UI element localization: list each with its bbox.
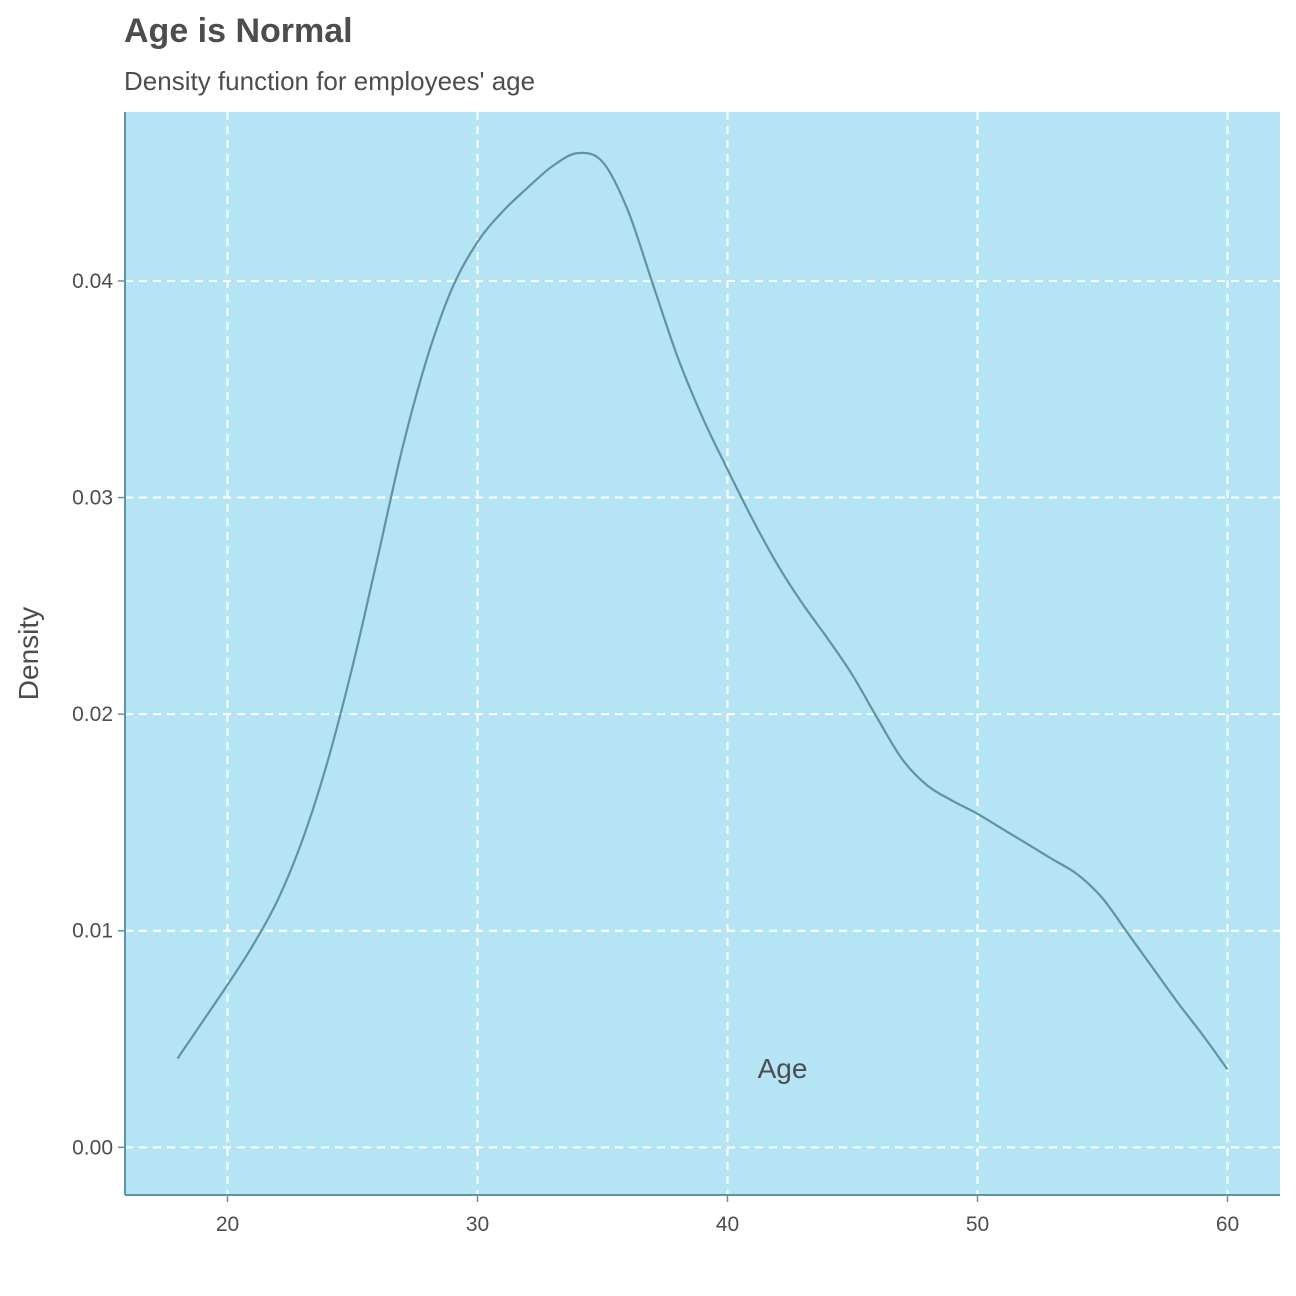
- axis-ticks: [118, 280, 1229, 1202]
- y-axis-title: Density: [13, 607, 44, 700]
- x-tick-label: 20: [216, 1213, 239, 1236]
- x-tick-label: 60: [1216, 1213, 1239, 1236]
- tick-labels: 20 30 40 50 60 0.00 0.01 0.02 0.03 0.04: [72, 270, 1239, 1236]
- grid-lines: [125, 112, 1280, 1195]
- x-axis-title: Age: [758, 1053, 808, 1084]
- y-tick-label: 0.03: [72, 487, 113, 510]
- chart-subtitle: Density function for employees' age: [124, 66, 536, 96]
- x-tick-label: 40: [716, 1213, 739, 1236]
- x-tick-label: 30: [466, 1213, 489, 1236]
- y-tick-label: 0.01: [72, 920, 113, 943]
- chart-title: Age is Normal: [124, 12, 353, 50]
- x-tick-label: 50: [966, 1213, 989, 1236]
- plot-panel: [125, 112, 1280, 1195]
- y-tick-label: 0.02: [72, 703, 113, 726]
- y-tick-label: 0.04: [72, 270, 113, 293]
- density-line: [176, 151, 1229, 1071]
- y-tick-label: 0.00: [72, 1136, 113, 1159]
